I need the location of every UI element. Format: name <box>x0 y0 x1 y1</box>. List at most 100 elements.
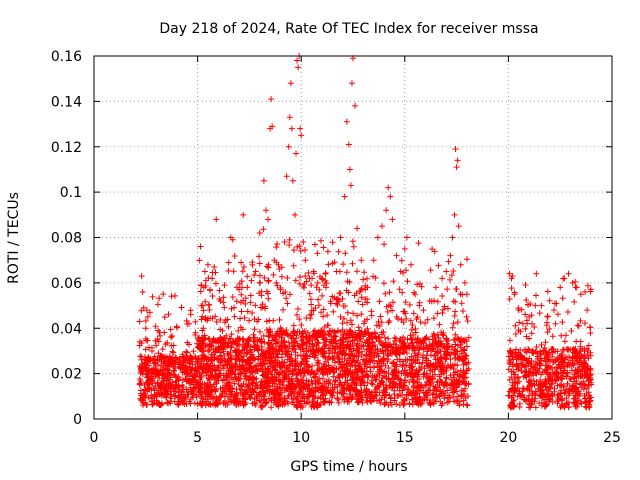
data-point <box>306 386 313 393</box>
data-point <box>348 396 355 403</box>
data-point <box>175 382 182 389</box>
data-point <box>524 357 531 364</box>
data-point <box>343 360 350 367</box>
data-point <box>155 350 162 357</box>
data-point <box>576 363 583 370</box>
data-point <box>459 308 466 315</box>
data-point <box>325 330 332 337</box>
data-point <box>267 344 274 351</box>
data-point <box>449 234 456 241</box>
data-point <box>337 314 344 321</box>
grid-lines <box>94 56 612 419</box>
data-point <box>541 380 548 387</box>
data-point <box>529 369 536 376</box>
y-tick-label: 0.1 <box>60 185 82 201</box>
data-point <box>265 277 272 284</box>
data-point <box>394 356 401 363</box>
data-point <box>456 398 463 405</box>
data-point <box>364 325 371 332</box>
data-point <box>224 385 231 392</box>
data-point <box>389 307 396 314</box>
data-point <box>250 374 257 381</box>
data-point <box>563 373 570 380</box>
data-point <box>320 391 327 398</box>
data-point <box>542 339 549 346</box>
data-point <box>506 296 513 303</box>
data-point <box>340 331 347 338</box>
data-point <box>311 349 318 356</box>
data-point <box>265 347 272 354</box>
data-point <box>522 346 529 353</box>
data-point <box>583 400 590 407</box>
data-point <box>286 114 293 121</box>
data-point <box>252 302 259 309</box>
data-point <box>408 364 415 371</box>
data-point <box>456 381 463 388</box>
data-point <box>320 364 327 371</box>
data-point <box>343 118 350 125</box>
data-point <box>310 348 317 355</box>
data-point <box>341 193 348 200</box>
data-point <box>555 395 562 402</box>
data-point <box>205 384 212 391</box>
data-point <box>179 382 186 389</box>
data-point <box>284 300 291 307</box>
data-point <box>532 359 539 366</box>
data-point <box>260 177 267 184</box>
data-point <box>445 398 452 405</box>
data-point <box>216 393 223 400</box>
data-point <box>463 313 470 320</box>
data-point <box>339 336 346 343</box>
data-point <box>533 343 540 350</box>
data-point <box>505 353 512 360</box>
data-point <box>410 344 417 351</box>
data-point <box>443 374 450 381</box>
data-point <box>251 326 258 333</box>
data-point <box>324 312 331 319</box>
data-point <box>402 356 409 363</box>
data-point <box>349 334 356 341</box>
data-point <box>276 392 283 399</box>
data-point <box>377 367 384 374</box>
data-point <box>547 364 554 371</box>
data-point <box>268 96 275 103</box>
x-tick-label: 20 <box>499 430 517 446</box>
data-point <box>324 368 331 375</box>
data-point <box>251 339 258 346</box>
data-point <box>236 363 243 370</box>
data-point <box>155 389 162 396</box>
data-point <box>532 302 539 309</box>
data-point <box>341 368 348 375</box>
data-point <box>519 361 526 368</box>
data-point <box>361 318 368 325</box>
data-point <box>265 264 272 271</box>
data-point <box>372 386 379 393</box>
data-point <box>253 379 260 386</box>
data-point <box>453 286 460 293</box>
data-point <box>302 247 309 253</box>
data-point <box>447 384 454 391</box>
data-point <box>283 295 290 302</box>
data-point <box>358 379 365 386</box>
data-point <box>385 352 392 359</box>
data-point <box>344 377 351 384</box>
data-point <box>291 211 298 218</box>
data-point <box>345 289 352 296</box>
data-point <box>433 391 440 398</box>
data-point <box>166 381 173 388</box>
data-point <box>570 362 577 369</box>
data-point <box>396 286 403 293</box>
data-point <box>167 334 174 341</box>
data-point <box>210 381 217 388</box>
data-point <box>522 397 529 404</box>
data-point <box>302 273 309 280</box>
data-point <box>197 243 204 250</box>
data-point <box>358 257 365 264</box>
data-point <box>256 397 263 404</box>
data-point <box>397 345 404 352</box>
data-point <box>239 341 246 348</box>
data-point <box>309 340 316 347</box>
data-point <box>140 390 147 397</box>
data-point <box>566 390 573 397</box>
data-point <box>578 353 585 360</box>
